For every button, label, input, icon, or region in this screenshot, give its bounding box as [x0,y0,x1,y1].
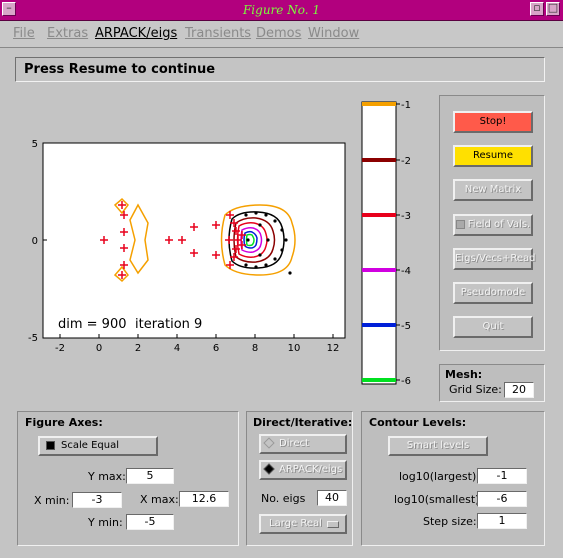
ritz-value-dots [244,211,292,275]
menu-file[interactable]: File [13,26,35,41]
log-largest-input[interactable]: -1 [477,468,527,484]
minimize-icon[interactable]: ▫ [530,1,544,16]
contour-levels-panel: Contour Levels: Smart levels log10(large… [361,411,545,546]
arpack-radio[interactable]: ARPACK/eigs [259,460,347,480]
scale-equal-label: Scale Equal [61,440,119,451]
step-size-input[interactable]: 1 [477,513,527,529]
colorbar-label: -4 [401,266,411,277]
log-largest-label: log10(largest): [399,470,480,483]
resume-button[interactable]: Resume [453,145,533,167]
spectrum-plot: -2 0 2 4 6 8 10 12 5 0 -5 [28,139,346,354]
checkbox-checked-icon [46,440,55,450]
x-tick-label: 6 [213,343,219,354]
maximize-icon[interactable]: □ [546,1,560,16]
colorbar-label: -1 [401,100,411,111]
smart-levels-button[interactable]: Smart levels [388,436,488,456]
colorbar-label: -2 [401,156,411,167]
plot-annotation-dim: dim = 900 [58,317,127,332]
eigenvalue-markers [100,201,246,279]
menu-transients[interactable]: Transients [185,26,252,41]
colorbar: -1 -2 -3 -4 -5 -6 [361,100,411,387]
grid-size-input[interactable]: 20 [504,382,534,398]
radio-selected-icon [263,463,275,475]
menu-demos[interactable]: Demos [256,26,302,41]
colorbar-label: -6 [401,376,411,387]
left-contours [113,197,149,283]
x-tick-label: 12 [327,343,340,354]
title-bar: – Figure No. 1 ▫ □ [0,0,563,21]
menu-arpack[interactable]: ARPACK/eigs [95,26,178,41]
y-tick-label: 0 [32,236,38,247]
mesh-panel: Mesh: Grid Size: 20 [439,364,545,402]
xmin-input[interactable]: -3 [72,492,122,508]
direct-radio[interactable]: Direct [259,434,347,454]
no-eigs-input[interactable]: 40 [317,490,347,506]
xmax-input[interactable]: 12.6 [179,491,229,507]
x-tick-label: 10 [288,343,301,354]
quit-button[interactable]: Quit [453,316,533,338]
x-tick-label: 8 [252,343,258,354]
no-eigs-label: No. eigs [261,492,306,505]
pseudomode-button[interactable]: Pseudomode [453,282,533,304]
field-of-values-label: Field of Vals. [467,219,531,230]
y-tick-label: -5 [28,333,38,344]
which-eigs-value: Large Real [269,518,322,529]
figure-axes-title: Figure Axes: [25,416,103,429]
xmax-label: X max: [140,493,179,506]
new-matrix-button[interactable]: New Matrix [453,179,533,201]
field-of-values-toggle[interactable]: Field of Vals. [453,214,533,236]
ymin-label: Y min: [88,516,123,529]
menu-bar: File Extras ARPACK/eigs Transients Demos… [0,21,563,48]
mesh-title: Mesh: [445,368,483,381]
control-panel: Stop! Resume New Matrix Field of Vals. E… [439,95,545,351]
radio-empty-icon [263,437,275,449]
x-tick-labels: -2 0 2 4 6 8 10 12 [55,343,339,354]
y-tick-label: 5 [32,139,38,150]
window-title: Figure No. 1 [242,3,320,17]
x-tick-marks [43,142,334,339]
direct-iterative-panel: Direct/Iterative: Direct ARPACK/eigs No.… [246,411,353,546]
contour-levels-title: Contour Levels: [369,416,467,429]
ymax-label: Y max: [88,470,126,483]
menu-extras[interactable]: Extras [47,26,89,41]
ymax-input[interactable]: 5 [126,468,174,484]
x-tick-label: 4 [174,343,180,354]
log-smallest-input[interactable]: -6 [477,491,527,507]
x-tick-label: -2 [55,343,65,354]
plot-area [42,142,346,339]
dropdown-icon [327,521,339,528]
direct-iterative-title: Direct/Iterative: [253,416,353,429]
direct-label: Direct [279,438,309,449]
figure-axes-panel: Figure Axes: Scale Equal Y max: 5 X min:… [17,411,239,546]
x-tick-label: 0 [96,343,102,354]
status-text: Press Resume to continue [24,62,216,77]
ymin-input[interactable]: -5 [126,514,174,530]
y-tick-labels: 5 0 -5 [28,139,38,344]
log-smallest-label: log10(smallest): [394,493,484,506]
window-menu-icon[interactable]: – [2,1,16,16]
step-size-label: Step size: [423,515,477,528]
eigs-vecs-button[interactable]: Eigs/Vecs+Read [453,248,535,270]
colorbar-label: -3 [401,211,411,222]
plot-annotation-iteration: iteration 9 [135,317,202,332]
x-tick-label: 2 [135,343,141,354]
which-eigs-select[interactable]: Large Real [259,514,347,534]
menu-window[interactable]: Window [308,26,360,41]
xmin-label: X min: [34,494,70,507]
stop-button[interactable]: Stop! [453,111,533,133]
status-box: Press Resume to continue [15,57,545,82]
colorbar-label: -5 [401,321,411,332]
checkbox-icon [455,219,465,229]
arpack-label: ARPACK/eigs [279,464,343,475]
scale-equal-toggle[interactable]: Scale Equal [38,436,158,456]
grid-size-label: Grid Size: [449,383,502,396]
